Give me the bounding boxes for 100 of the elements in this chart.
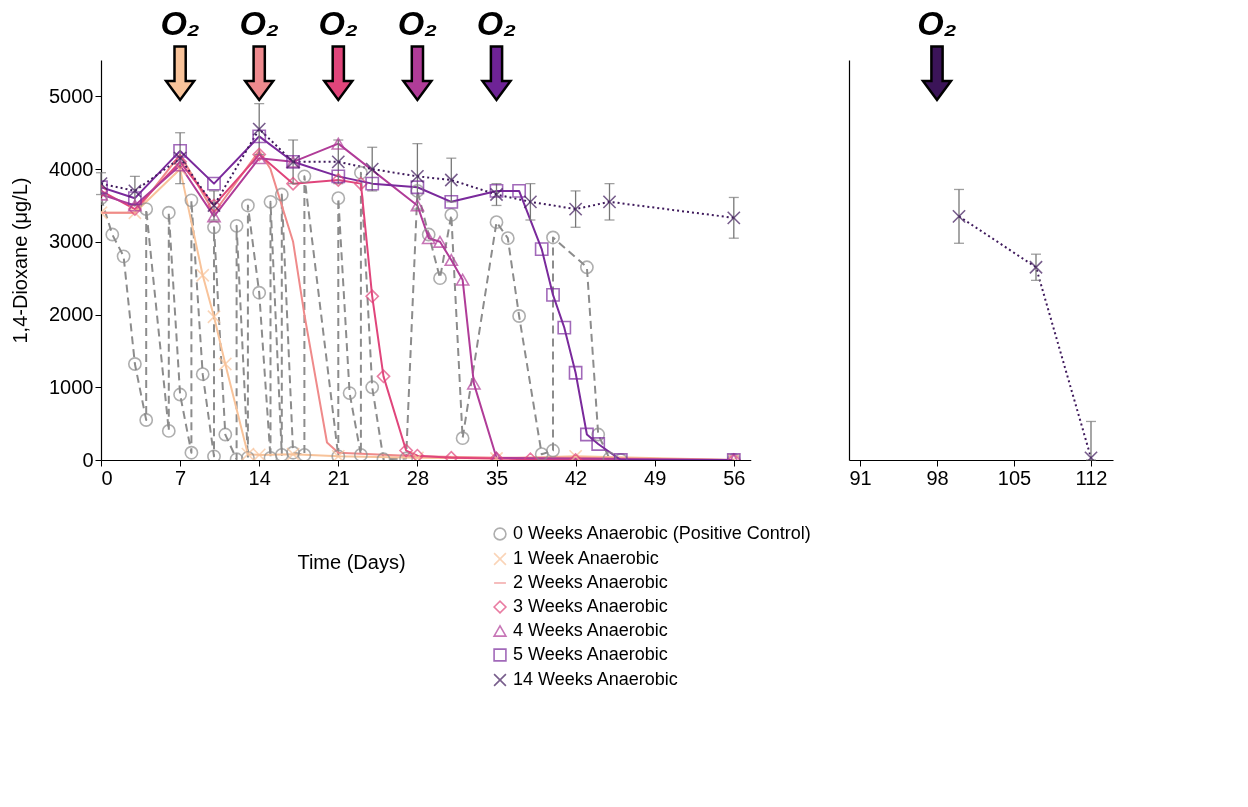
point	[512, 309, 527, 323]
point	[229, 218, 244, 233]
point	[173, 162, 188, 177]
point	[534, 242, 549, 257]
point	[195, 268, 210, 283]
point	[173, 387, 188, 402]
y-tick-label: 5000	[49, 84, 94, 107]
point	[568, 365, 583, 380]
point	[534, 447, 549, 460]
x-tick-label: 0	[101, 466, 113, 489]
point	[410, 199, 425, 212]
point	[252, 285, 267, 300]
point	[252, 129, 267, 144]
point	[161, 424, 176, 438]
point	[331, 169, 346, 184]
point	[127, 357, 142, 371]
point	[207, 176, 221, 191]
x-tick-label: 21	[327, 466, 350, 489]
point	[579, 260, 594, 275]
legend-label: 14 Weeks Anaerobic	[513, 669, 678, 689]
point	[433, 235, 447, 248]
legend-label: 0 Weeks Anaerobic (Positive Control)	[513, 523, 811, 543]
legend-label: 5 Weeks Anaerobic	[513, 644, 668, 664]
legend-label: 4 Weeks Anaerobic	[513, 620, 668, 640]
x-tick-label: 112	[1075, 466, 1108, 489]
y-tick-label: 4000	[49, 157, 94, 180]
text: O₂	[318, 4, 359, 42]
point	[184, 193, 199, 208]
point	[127, 199, 142, 212]
point	[557, 320, 572, 335]
point	[139, 413, 154, 427]
point	[353, 165, 368, 180]
point	[297, 169, 312, 184]
legend-label: 1 Week Anaerobic	[513, 548, 659, 568]
point	[218, 427, 233, 442]
point	[500, 231, 515, 246]
point	[173, 159, 188, 172]
point	[399, 443, 414, 458]
x-tick-label: 49	[644, 466, 667, 489]
point	[331, 173, 346, 187]
point	[466, 377, 481, 390]
point	[274, 448, 289, 460]
point	[207, 220, 221, 235]
point	[455, 273, 470, 286]
point	[331, 191, 346, 206]
point	[365, 380, 380, 395]
point	[579, 427, 594, 442]
point	[207, 309, 221, 324]
text: O₂	[239, 4, 279, 42]
point	[286, 176, 301, 191]
point	[195, 367, 210, 382]
point	[161, 205, 176, 220]
x-tick-label: 98	[926, 466, 949, 489]
point	[127, 191, 142, 206]
point	[116, 249, 131, 264]
point	[105, 227, 120, 242]
x-tick-label: 14	[248, 466, 271, 489]
point	[173, 143, 188, 158]
point	[591, 427, 606, 442]
point	[444, 173, 459, 187]
point	[376, 369, 391, 384]
x-tick-label: 105	[997, 466, 1032, 489]
point	[263, 194, 278, 209]
text: O₂	[917, 4, 957, 42]
point	[602, 194, 617, 209]
x-tick-label: 35	[485, 466, 509, 489]
legend-label: 3 Weeks Anaerobic	[513, 596, 668, 616]
x-axis-title: Time (Days)	[297, 550, 406, 573]
point	[523, 194, 538, 209]
point	[410, 169, 425, 184]
point	[218, 357, 233, 371]
point	[331, 154, 346, 169]
point	[353, 176, 368, 191]
point	[444, 194, 459, 209]
x-tick-label: 28	[406, 466, 430, 489]
point	[421, 232, 436, 245]
y-axis-title: 1,4-Dioxane (μg/L)	[9, 177, 32, 344]
point	[546, 443, 560, 458]
point	[240, 198, 255, 213]
legend-label: 2 Weeks Anaerobic	[513, 572, 668, 592]
point	[297, 448, 312, 460]
point	[591, 437, 606, 451]
x-tick-label: 91	[849, 466, 872, 489]
point	[365, 289, 380, 304]
text: O₂	[397, 4, 438, 42]
y-tick-label: 2000	[49, 303, 94, 326]
point	[139, 202, 154, 216]
point	[252, 122, 267, 137]
point	[433, 271, 447, 286]
point	[410, 184, 425, 198]
point	[410, 180, 425, 195]
point	[455, 431, 470, 446]
point	[726, 210, 741, 225]
point	[421, 227, 436, 242]
text: O₂	[476, 4, 517, 42]
x-tick-label: 7	[175, 466, 187, 489]
point	[365, 162, 380, 177]
x-tick-label: 56	[723, 466, 746, 489]
point	[365, 176, 380, 191]
point	[444, 208, 459, 222]
